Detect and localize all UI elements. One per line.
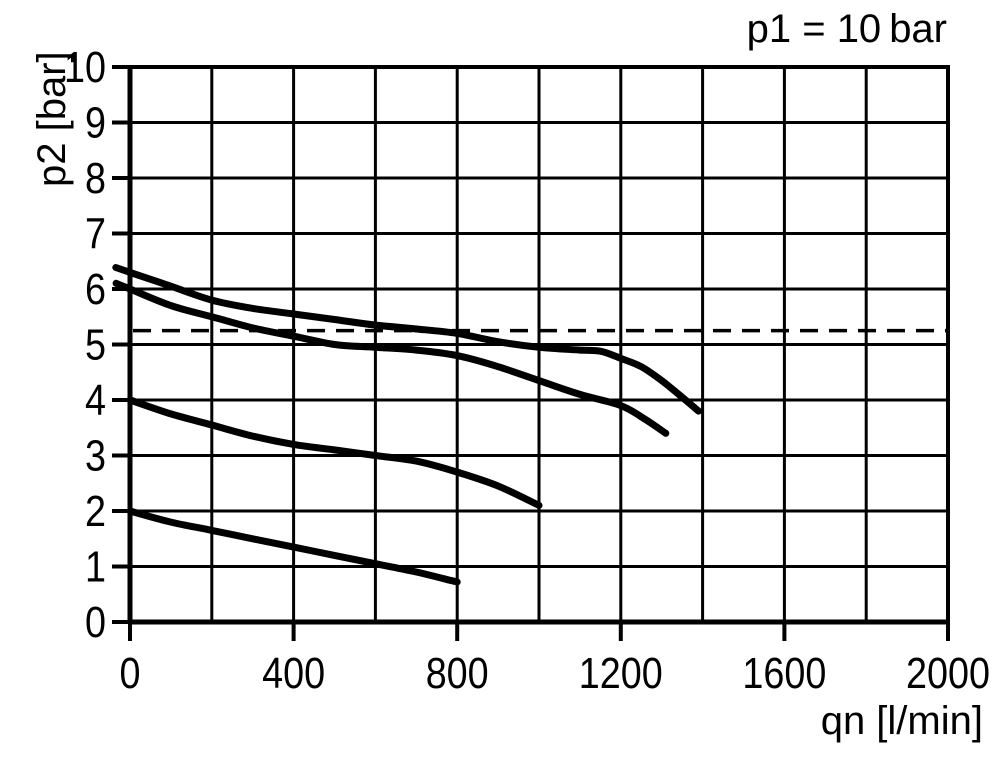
y-tick-label: 0 [85,598,106,647]
y-tick-label: 3 [85,432,106,481]
x-tick-label: 0 [120,649,141,698]
y-tick-label: 7 [85,210,106,259]
y-tick-label: 5 [85,321,106,370]
curve-set-2-0-bar [126,507,461,586]
chart-title: p1 = 10 bar [746,7,947,51]
x-tick-label: 400 [262,649,325,698]
y-tick-label: 2 [85,487,106,536]
x-tick-label: 800 [426,649,489,698]
curve-set-6-3-bar [112,264,702,415]
x-tick-label: 1200 [579,649,663,698]
y-tick-label: 9 [85,99,106,148]
x-axis-title: qn [l/min] [820,699,983,743]
y-tick-label: 8 [85,154,106,203]
curve-set-4-0-bar [126,396,543,509]
curve-set-6-0-bar [112,279,670,437]
x-tick-label: 2000 [906,649,990,698]
x-tick-label: 1600 [742,649,826,698]
y-tick-label: 4 [85,376,106,425]
y-tick-label: 10 [64,43,106,92]
y-axis-title: p2 [bar] [30,51,74,187]
y-tick-label: 1 [85,543,106,592]
y-tick-label: 6 [85,265,106,314]
